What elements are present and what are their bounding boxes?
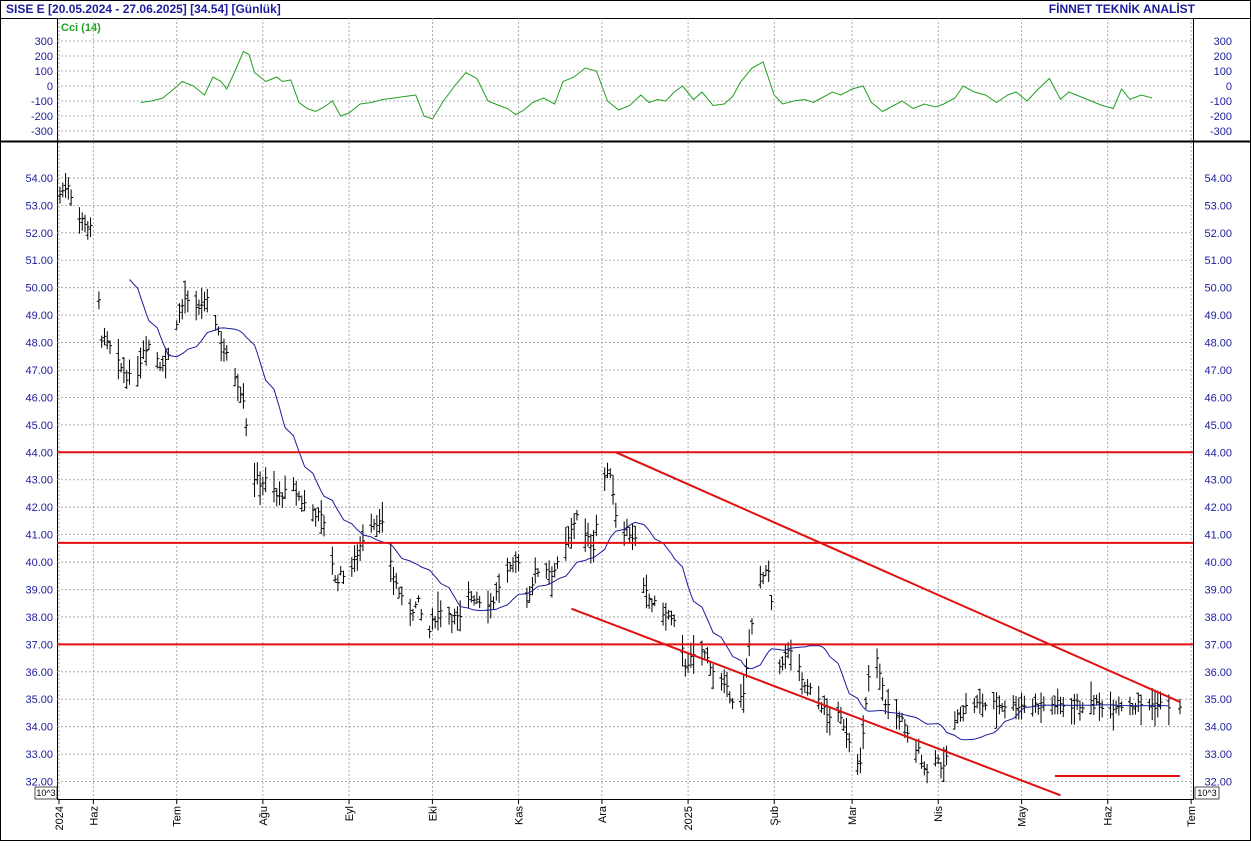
x-tick-label: Ara — [597, 805, 609, 823]
price-tick-left: 39.00 — [25, 584, 53, 596]
cci-tick-right: -200 — [1210, 111, 1232, 123]
channel-upper-line — [615, 451, 1181, 703]
cci-tick-left: -300 — [31, 126, 53, 138]
x-tick-label: 2024 — [54, 806, 66, 830]
moving-average-line — [129, 279, 1169, 741]
cci-tick-right: -300 — [1210, 126, 1232, 138]
x-tick-label: Tem — [1186, 806, 1198, 827]
scale-box-right — [1194, 786, 1220, 800]
price-tick-right: 48.00 — [1204, 338, 1232, 350]
price-tick-left: 32.00 — [25, 777, 53, 789]
x-tick-label: Mar — [847, 806, 859, 825]
price-tick-left: 52.00 — [25, 228, 53, 240]
x-axis-ticks: 2024 Haz Tem Ağu Eyl Eki Kas Ara 2025 Şub Mar Nis Ma… — [54, 799, 1198, 830]
cci-tick-left: 100 — [35, 66, 53, 78]
price-tick-right: 46.00 — [1204, 392, 1232, 404]
cci-tick-left: 200 — [35, 51, 53, 63]
x-tick-label: May — [1017, 806, 1029, 827]
cci-tick-left: -100 — [31, 96, 53, 108]
cci-tick-left: 0 — [47, 81, 53, 93]
price-tick-left: 54.00 — [25, 173, 53, 185]
scale-note-left: 10^3 — [36, 788, 55, 798]
price-tick-right: 43.00 — [1204, 475, 1232, 487]
price-tick-right: 39.00 — [1204, 584, 1232, 596]
price-tick-left: 47.00 — [25, 365, 53, 377]
price-tick-right: 38.00 — [1204, 612, 1232, 624]
price-tick-right: 44.00 — [1204, 447, 1232, 459]
trend-lines — [57, 451, 1193, 797]
x-tick-label: Kas — [514, 806, 526, 825]
price-tick-right: 37.00 — [1204, 639, 1232, 651]
cci-line-group — [140, 50, 1153, 120]
x-tick-label: Haz — [88, 806, 100, 826]
price-tick-left: 40.00 — [25, 557, 53, 569]
header-left: SISE E [20.05.2024 - 27.06.2025] [34.54]… — [6, 2, 281, 16]
price-tick-right: 53.00 — [1204, 200, 1232, 212]
cci-tick-right: 100 — [1214, 66, 1232, 78]
price-tick-left: 49.00 — [25, 310, 53, 322]
cci-tick-left: 300 — [35, 36, 53, 48]
x-tick-label: Şub — [769, 806, 781, 826]
price-tick-left: 35.00 — [25, 694, 53, 706]
x-tick-label: Tem — [172, 806, 184, 827]
cci-tick-right: -100 — [1210, 96, 1232, 108]
price-tick-left: 44.00 — [25, 447, 53, 459]
price-bars — [58, 0, 1182, 784]
price-tick-right: 35.00 — [1204, 694, 1232, 706]
x-tick-label: Ağu — [258, 806, 270, 826]
cci-title: Cci (14) — [61, 22, 101, 34]
price-tick-left: 48.00 — [25, 338, 53, 350]
price-tick-left: 37.00 — [25, 639, 53, 651]
price-tick-left: 43.00 — [25, 475, 53, 487]
price-tick-right: 54.00 — [1204, 173, 1232, 185]
price-tick-left: 33.00 — [25, 749, 53, 761]
price-tick-left: 46.00 — [25, 392, 53, 404]
price-tick-left: 34.00 — [25, 722, 53, 734]
x-tick-label: Haz — [1103, 806, 1115, 826]
price-y-ticks: 54.00 54.00 53.00 53.00 52.00 52.00 51.00 51.00… — [25, 173, 1232, 789]
moving-average — [129, 279, 1169, 741]
x-tick-label: Eki — [427, 806, 439, 821]
price-tick-right: 51.00 — [1204, 255, 1232, 267]
cci-tick-right: 300 — [1214, 36, 1232, 48]
cci-grid — [57, 40, 1193, 132]
price-tick-right: 47.00 — [1204, 365, 1232, 377]
price-tick-right: 52.00 — [1204, 228, 1232, 240]
scale-box-left — [34, 786, 58, 800]
price-tick-left: 50.00 — [25, 283, 53, 295]
x-tick-label: Eyl — [344, 806, 356, 821]
cci-y-ticks: 300 300 200 200 100 100 0 0 -100 -100 -200 -200 -300… — [31, 36, 1232, 138]
price-tick-right: 45.00 — [1204, 420, 1232, 432]
price-tick-right: 41.00 — [1204, 530, 1232, 542]
price-tick-right: 49.00 — [1204, 310, 1232, 322]
channel-lower-line — [571, 607, 1061, 797]
price-tick-right: 50.00 — [1204, 283, 1232, 295]
price-tick-right: 34.00 — [1204, 722, 1232, 734]
price-tick-right: 42.00 — [1204, 502, 1232, 514]
cci-tick-right: 200 — [1214, 51, 1232, 63]
cci-tick-right: 0 — [1226, 81, 1232, 93]
price-tick-right: 36.00 — [1204, 667, 1232, 679]
price-tick-left: 42.00 — [25, 502, 53, 514]
price-tick-left: 51.00 — [25, 255, 53, 267]
price-tick-left: 36.00 — [25, 667, 53, 679]
price-tick-right: 33.00 — [1204, 749, 1232, 761]
price-tick-right: 40.00 — [1204, 557, 1232, 569]
header-right: FİNNET TEKNİK ANALİST — [1049, 1, 1196, 16]
x-tick-label: Nis — [933, 806, 945, 822]
price-grid — [57, 18, 1193, 799]
price-tick-left: 53.00 — [25, 200, 53, 212]
price-tick-left: 38.00 — [25, 612, 53, 624]
x-tick-label: 2025 — [683, 806, 695, 830]
price-tick-right: 32.00 — [1204, 777, 1232, 789]
cci-series-line — [140, 50, 1153, 120]
price-tick-left: 45.00 — [25, 420, 53, 432]
scale-note-right: 10^3 — [1197, 788, 1216, 798]
cci-tick-left: -200 — [31, 111, 53, 123]
price-tick-left: 41.00 — [25, 530, 53, 542]
